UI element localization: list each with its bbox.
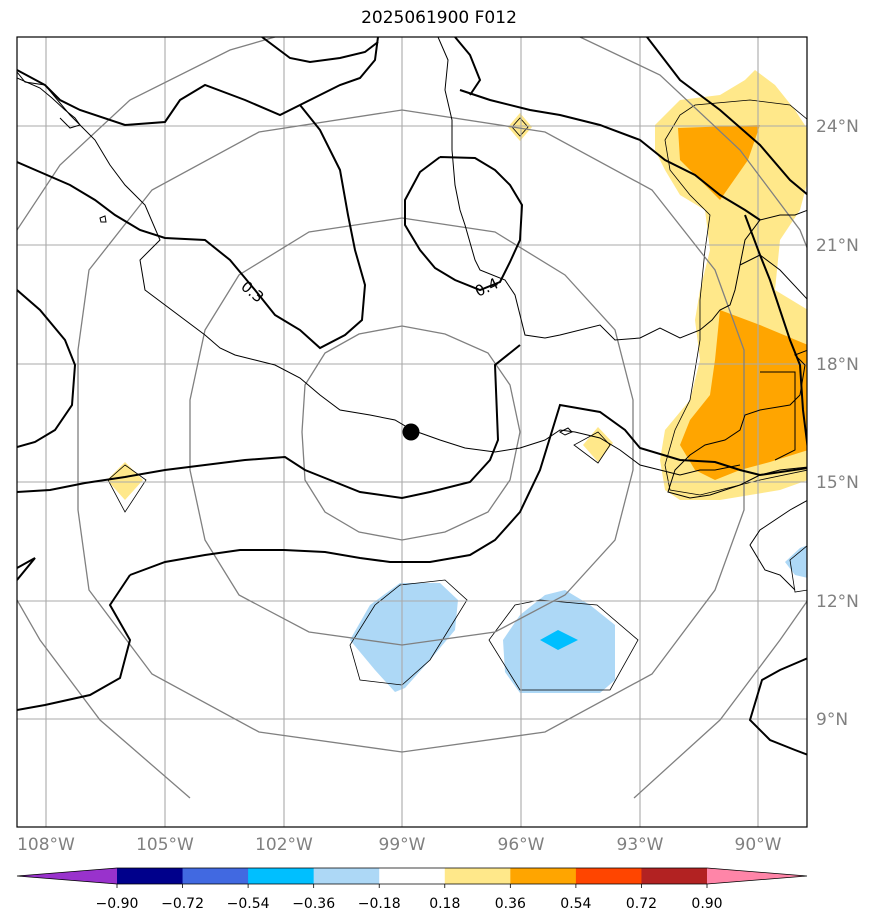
contour-east-vert [744, 214, 807, 451]
colorbar-extend-low [17, 868, 117, 884]
thick-contours [17, 37, 807, 756]
coastline-yucatan [739, 254, 807, 300]
colorbar-segment [248, 868, 315, 884]
range-ring-4-top [17, 37, 276, 231]
contour-west-edge [17, 289, 77, 448]
colorbar-tick-label: 0.72 [626, 896, 657, 912]
colorbar-tick-label: 0.36 [495, 896, 526, 912]
colorbar-segment [575, 868, 642, 884]
contour-se-corner [748, 657, 807, 756]
colorbar-tick-label: −0.72 [161, 896, 204, 912]
storm-center-marker [402, 423, 420, 441]
outline-small-1 [511, 117, 529, 137]
contour-south-main [129, 403, 807, 576]
range-ring-1 [301, 325, 521, 541]
contour-04-loop [404, 156, 524, 292]
outline-blue-edge [789, 545, 807, 593]
contour-ne-1 [646, 37, 807, 196]
outline-blue-east [488, 599, 639, 691]
shading-light-yellow-small-2 [583, 427, 613, 462]
colorbar-tick-label: −0.54 [227, 896, 270, 912]
longitude-labels: 108°W 105°W 102°W 99°W 96°W 93°W 90°W [17, 835, 782, 855]
colorbar-segment [117, 868, 184, 884]
lat-label: 18°N [816, 355, 859, 375]
coastlines [17, 37, 807, 591]
colorbar-segment [379, 868, 446, 884]
coastline-gulf-mexico [437, 37, 807, 341]
contour-ne-2 [454, 37, 482, 96]
shading-orange-east-north [678, 125, 760, 200]
contour-nw [17, 37, 379, 127]
colorbar-tick-label: 0.54 [560, 896, 591, 912]
contour-label-03: 0.3 [237, 277, 267, 306]
lat-label: 9°N [816, 710, 848, 730]
colorbar-segment [313, 868, 380, 884]
contour-east-line [459, 89, 761, 221]
contour-southern [17, 557, 36, 581]
range-ring-3 [77, 109, 745, 753]
lat-label: 12°N [816, 592, 859, 612]
map-title: 2025061900 F012 [361, 8, 517, 28]
contour-se-loop [17, 344, 521, 500]
colorbar-tick-label: −0.36 [292, 896, 335, 912]
colorbar-tick-label: −0.90 [96, 896, 139, 912]
colorbar-tick-label: 0.90 [691, 896, 722, 912]
range-ring-4-br [633, 600, 807, 799]
lat-label: 15°N [816, 473, 859, 493]
positive-shading [107, 70, 807, 500]
lat-label: 21°N [816, 236, 859, 256]
colorbar-segment [510, 868, 577, 884]
coastline-central-america [667, 349, 807, 499]
coastline-pacific-mexico [17, 71, 741, 476]
range-ring-2 [189, 217, 634, 646]
shading-light-yellow-small-1 [508, 113, 532, 141]
lon-label: 96°W [498, 835, 545, 855]
colorbar-segment [641, 868, 708, 884]
outline-small-2 [573, 431, 611, 464]
lon-label: 99°W [379, 835, 426, 855]
shading-light-yellow-small-3 [107, 462, 143, 500]
contour-label-04: 0.4 [472, 274, 501, 300]
coastline-baja [17, 77, 81, 129]
coastline-honduras [749, 499, 807, 591]
shading-light-blue-west [350, 583, 458, 692]
shading-cyan-core [540, 630, 578, 650]
lon-label: 102°W [255, 835, 313, 855]
shading-light-blue-edge [785, 545, 807, 578]
colorbar-segment [444, 868, 511, 884]
map-frame [16, 36, 808, 828]
lon-label: 90°W [735, 835, 782, 855]
colorbar-tick-label: 0.18 [429, 896, 460, 912]
island-small-1 [99, 215, 107, 223]
coastline-belize [760, 371, 796, 461]
colorbar: −0.90 −0.72 −0.54 −0.36 −0.18 0.18 0.36 0.54 0.7… [16, 867, 808, 912]
contour-nw-2 [261, 37, 379, 64]
contour-main-03 [17, 104, 367, 350]
lon-label: 93°W [617, 835, 664, 855]
range-ring-4 [17, 599, 191, 799]
shading-outlines [107, 99, 807, 691]
colorbar-tick-label: −0.18 [358, 896, 401, 912]
colorbar-segment [182, 868, 249, 884]
map-area [17, 37, 807, 827]
colorbar-extend-high [707, 868, 807, 884]
lon-label: 105°W [136, 835, 194, 855]
negative-shading [350, 545, 807, 693]
range-rings [17, 37, 807, 799]
latitude-labels: 9°N 12°N 15°N 18°N 21°N 24°N [816, 117, 859, 730]
outline-east [664, 99, 807, 496]
lon-label: 108°W [17, 835, 75, 855]
contour-south-west [17, 574, 132, 711]
island-small-2 [558, 427, 573, 436]
range-ring-4-right [579, 37, 807, 250]
lat-label: 24°N [816, 117, 859, 137]
